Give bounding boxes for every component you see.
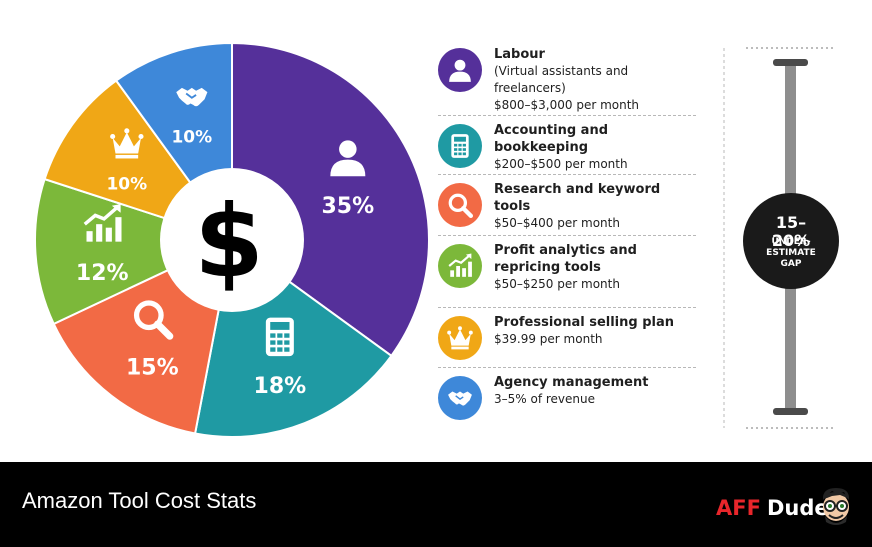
slice-percent-label: 18% [254,374,307,399]
magnifier-icon [438,183,482,227]
legend-title: Professional selling plan [494,315,675,330]
growth-chart-icon [438,244,482,288]
legend-title: Profit analytics and repricing tools [494,243,637,275]
center-dollar-symbol: $ [194,183,264,300]
pie-slice [34,177,235,326]
legend-divider [438,307,696,308]
crown-icon [110,128,144,159]
magnifier-icon [133,300,174,340]
legend-cost: 3–5% of revenue [494,392,595,406]
slice-percent-label: 35% [321,194,374,219]
legend-divider [438,174,696,175]
legend-divider [438,367,696,368]
person-icon [330,140,366,177]
legend-cost: $200–$500 per month [494,157,628,171]
legend-text: Labour (Virtual assistants and freelancer… [494,46,694,114]
legend-cost: $50–$400 per month [494,216,620,230]
legend-text: Professional selling plan $39.99 per mont… [494,314,694,348]
crown-icon [438,316,482,360]
pie-slice [231,41,430,358]
person-icon [438,48,482,92]
legend-title: Labour [494,47,545,62]
handshake-icon [176,87,208,107]
calculator-icon [438,124,482,168]
slice-percent-label: 10% [171,127,212,147]
legend-title: Accounting and bookkeeping [494,123,609,155]
gap-value-label: 15–20% [771,213,811,250]
gap-caption: UNDER- ESTIMATE GAP [766,237,816,269]
gauge-bottom-cap [773,408,808,415]
legend-subtitle: (Virtual assistants and freelancers) [494,64,629,95]
mascot-avatar-icon [822,488,850,525]
handshake-icon [438,376,482,420]
legend-cost: $39.99 per month [494,332,603,346]
gauge-circle [743,193,839,289]
slice-percent-label: 10% [106,175,147,195]
brand-dude: Dude [766,496,829,520]
legend-text: Research and keyword tools $50–$400 per m… [494,181,694,232]
brand-logo: AFF Dude [716,496,829,520]
growth-chart-icon [83,204,122,242]
footer-bar: Amazon Tool Cost Stats AFF Dude [0,462,872,547]
legend-divider [438,235,696,236]
legend-text: Agency management 3–5% of revenue [494,374,694,408]
brand-aff: AFF [716,496,761,520]
gap-gauge [743,47,839,429]
calculator-icon [265,317,294,357]
slice-percent-label: 15% [126,356,179,381]
slice-percent-label: 12% [76,261,129,286]
legend-title: Agency management [494,375,649,390]
footer-title: Amazon Tool Cost Stats [22,488,257,513]
legend-divider [438,115,696,116]
legend-title: Research and keyword tools [494,182,661,214]
legend-cost: $800–$3,000 per month [494,98,640,112]
pie-center-circle [160,168,304,312]
legend-text: Profit analytics and repricing tools $50–… [494,242,694,293]
gauge-top-cap [773,59,808,66]
legend-cost: $50–$250 per month [494,277,620,291]
pie-chart: $ 35% 18% 15% 12% 10% 10% [34,41,839,438]
legend-text: Accounting and bookkeeping $200–$500 per … [494,122,694,173]
